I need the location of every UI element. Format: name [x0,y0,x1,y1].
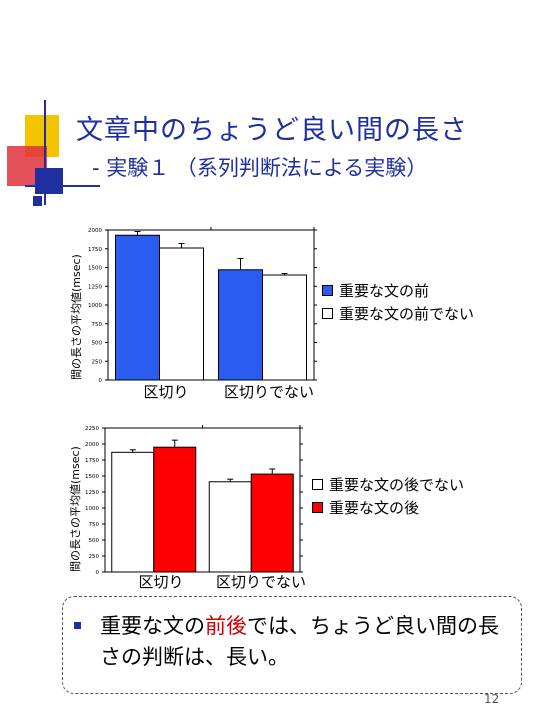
y-tick-label: 500 [89,538,100,544]
y-tick-label: 1500 [85,474,99,480]
chart1-category-label-2: 区切りでない [223,383,314,401]
legend-label: 重要な文の後でない [329,476,465,494]
slide-subtitle: - 実験１ （系列判断法による実験） [92,156,428,180]
bar [111,451,155,573]
legend-swatch-white [312,479,323,490]
chart2-legend-item-1: 重要な文の後でない [312,474,464,495]
bar [115,234,160,381]
accent-navy-block [35,168,63,194]
y-tick-label: 750 [92,322,103,328]
y-tick-label: 1250 [88,284,102,290]
y-tick-label: 0 [99,378,103,384]
accent-navy-small [33,196,42,206]
chart2-legend-item-2: 重要な文の後 [312,497,419,518]
legend-label: 重要な文の前でない [339,305,475,323]
legend-label: 重要な文の前 [339,282,430,300]
y-tick-label: 1750 [88,247,102,253]
bar [208,481,252,573]
y-tick-label: 1750 [85,458,99,464]
chart1-plot: 0 250 500 750 1000 1250 1500 1750 2000 [88,227,317,384]
legend-swatch-red [312,502,323,513]
y-tick-label: 1250 [85,490,99,496]
summary-prefix: 重要な文の [100,614,205,638]
y-tick-label: 250 [92,359,103,365]
bullet-icon [74,622,81,629]
summary-suffix: では、ちょうど良い間の長さの判断は、長い。 [100,614,499,669]
page-number: 12 [484,692,500,706]
legend-swatch-white [322,308,333,319]
chart2-category-label-2: 区切りでない [215,573,306,591]
bar [218,269,263,381]
chart1-legend-item-2: 重要な文の前でない [322,303,474,324]
summary-highlight-after: 後 [226,614,247,638]
summary-highlight-before: 前 [205,614,226,638]
bar [250,473,294,573]
y-tick-label: 500 [92,341,103,347]
y-tick-label: 0 [96,570,100,576]
y-tick-label: 2000 [85,442,99,448]
chart2-plot: 0 250 500 750 1000 1250 1500 1750 2000 2250 [85,425,303,576]
chart1-category-label-1: 区切り [143,383,189,401]
y-tick-label: 750 [89,522,100,528]
y-tick-label: 1000 [88,303,102,309]
y-tick-label: 2250 [85,426,99,432]
y-tick-label: 2000 [88,228,102,234]
slide-accent-decoration [7,100,100,206]
y-tick-label: 1500 [88,266,102,272]
y-tick-label: 250 [89,554,100,560]
slide-title: 文章中のちょうど良い間の長さ [76,115,468,146]
chart1-legend-item-1: 重要な文の前 [322,280,429,301]
bar [153,446,197,573]
chart2-category-label-1: 区切り [138,573,184,591]
y-tick-label: 1000 [85,506,99,512]
bar [262,274,307,381]
summary-box [62,596,522,694]
legend-label: 重要な文の後 [329,499,420,517]
summary-text: 重要な文の前後では、ちょうど良い間の長さの判断は、長い。 [100,611,510,673]
legend-swatch-blue [322,285,333,296]
bar [159,247,204,381]
